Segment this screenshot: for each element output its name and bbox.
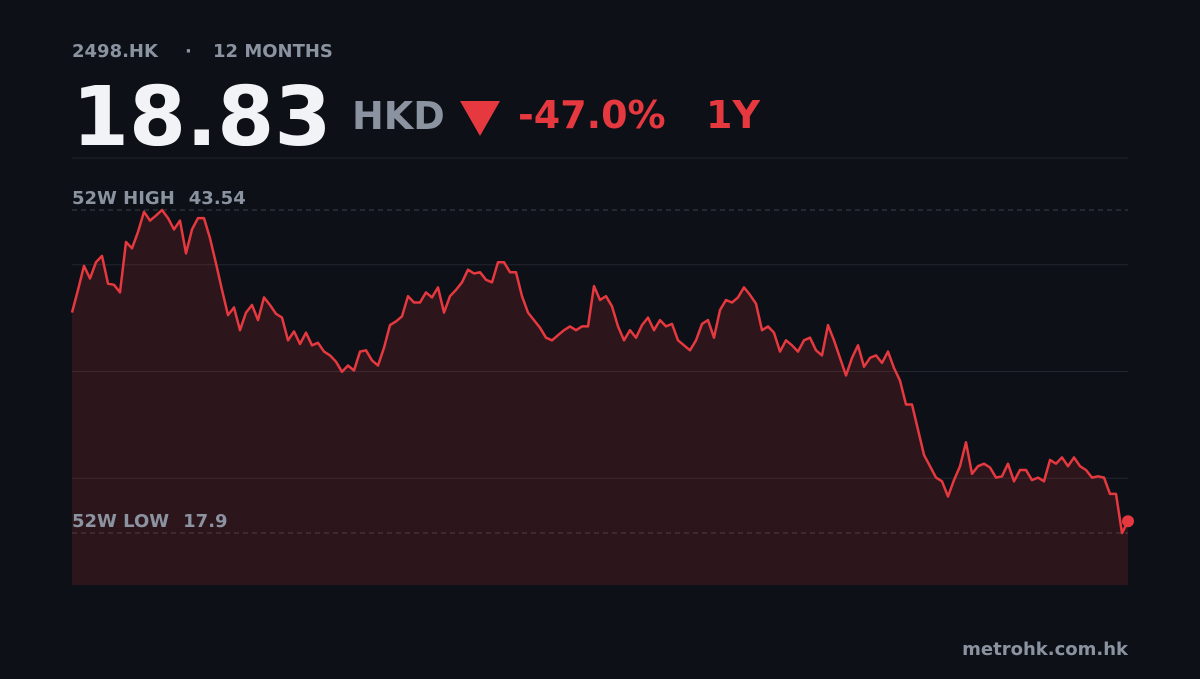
price-line <box>70 208 1130 535</box>
high-value: 43.54 <box>189 188 246 209</box>
low-label: 52W LOW <box>72 511 169 532</box>
high-label: 52W HIGH <box>72 188 175 209</box>
price: 18.83 <box>72 70 331 165</box>
ticker: 2498.HK <box>72 41 159 62</box>
down-arrow <box>460 101 500 136</box>
area-fill <box>72 210 1128 585</box>
period: 12 MONTHS <box>213 41 333 62</box>
source: metrohk.com.hk <box>962 639 1129 660</box>
separator: · <box>185 41 192 62</box>
change: -47.0% <box>518 93 666 137</box>
low-value: 17.9 <box>183 511 227 532</box>
currency: HKD <box>352 94 445 138</box>
last-point <box>1122 515 1134 528</box>
change-period: 1Y <box>706 93 760 137</box>
plot: 52W HIGH 43.54 52W LOW 17.9 <box>70 188 1134 585</box>
